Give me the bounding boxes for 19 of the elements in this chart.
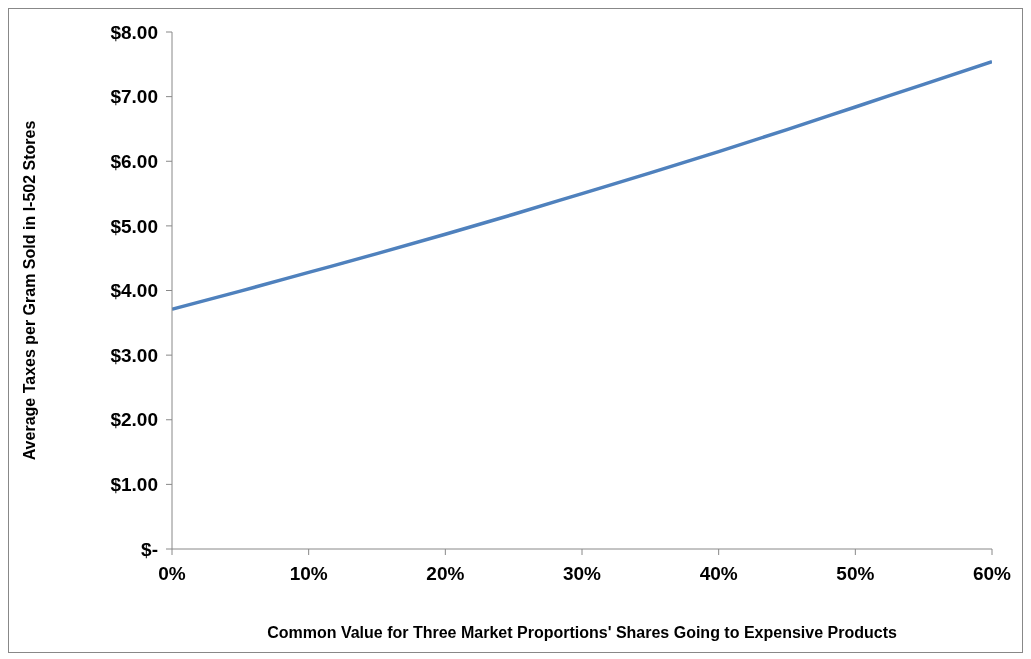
y-tick-label: $3.00 [110, 344, 158, 366]
y-tick-label: $2.00 [110, 409, 158, 431]
y-tick-label: $1.00 [110, 474, 158, 496]
y-tick-label: $5.00 [110, 215, 158, 237]
y-axis-title: Average Taxes per Gram Sold in I-502 Stores [20, 120, 38, 461]
y-tick-label: $4.00 [110, 280, 158, 302]
y-tick-label: $8.00 [110, 21, 158, 43]
x-tick-label: 50% [836, 563, 875, 585]
x-tick-label: 0% [158, 563, 186, 585]
y-tick-label: $- [141, 538, 158, 560]
y-tick-label: $6.00 [110, 150, 158, 172]
x-tick-label: 60% [972, 563, 1012, 585]
x-tick-label: 40% [699, 563, 738, 585]
x-axis-title: Common Value for Three Market Proportions' Shares Going to Expensive Products [267, 624, 897, 641]
x-tick-label: 20% [426, 563, 465, 585]
x-tick-label: 10% [289, 563, 328, 585]
y-tick-label: $7.00 [110, 86, 158, 108]
line-series [172, 59, 992, 311]
x-tick-label: 30% [562, 563, 602, 585]
